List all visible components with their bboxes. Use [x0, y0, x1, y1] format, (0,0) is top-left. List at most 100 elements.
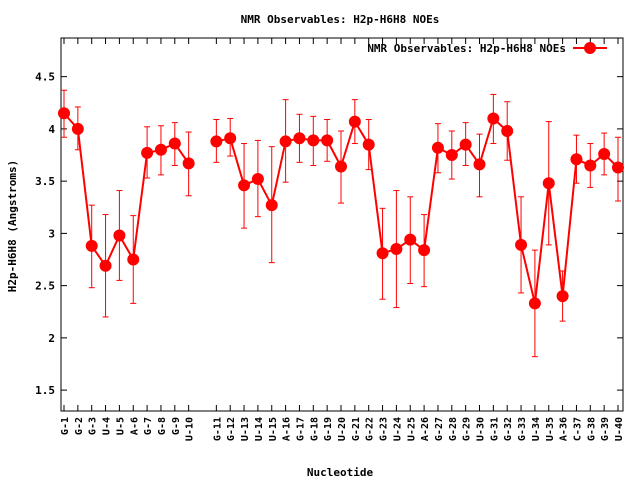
x-tick-label: A-6 [129, 417, 140, 435]
data-point [584, 159, 597, 172]
x-tick-label: G-38 [586, 417, 597, 441]
x-tick-label: G-22 [365, 417, 376, 441]
y-tick-label: 3 [48, 227, 55, 240]
series-line [63, 112, 619, 305]
data-point [265, 199, 278, 212]
y-tick-label: 4 [48, 123, 55, 136]
data-point [335, 160, 347, 173]
x-tick-label: G-18 [309, 417, 320, 441]
data-point [141, 146, 154, 159]
series-points [58, 107, 624, 310]
x-tick-label: G-28 [448, 417, 459, 441]
chart-title: NMR Observables: H2p-H6H8 NOEs [241, 13, 440, 26]
series-line-segment [216, 117, 619, 305]
y-axis-label: H2p-H6H8 (Angstroms) [6, 160, 19, 292]
x-tick-label: G-17 [295, 417, 306, 441]
x-tick-label: A-26 [420, 417, 431, 441]
data-point [390, 243, 403, 256]
data-point [487, 112, 500, 125]
data-point [612, 161, 624, 174]
x-tick-label: G-27 [434, 417, 445, 441]
y-tick-label: 4.5 [35, 71, 55, 84]
data-point [542, 177, 555, 190]
y-axis: 1.5 2 2.5 3 3.5 4 4.5 [35, 71, 623, 397]
data-point [58, 107, 70, 120]
data-point [431, 141, 444, 154]
x-tick-label: U-14 [254, 417, 265, 441]
data-point [182, 157, 195, 170]
data-point [445, 149, 458, 162]
data-point [348, 115, 361, 128]
x-tick-label: G-39 [600, 417, 611, 441]
legend-marker [584, 42, 596, 54]
data-point [251, 173, 264, 186]
x-tick-label: G-23 [379, 417, 390, 441]
x-tick-label: U-10 [185, 417, 196, 441]
x-tick-label: G-2 [74, 417, 85, 435]
x-tick-label: U-40 [614, 417, 625, 441]
x-tick-label: G-8 [157, 417, 168, 435]
y-tick-label: 2.5 [35, 280, 55, 293]
x-tick-label: G-31 [489, 417, 500, 441]
y-tick-label: 1.5 [35, 384, 55, 397]
data-point [238, 179, 251, 192]
x-tick-label: G-1 [60, 417, 71, 435]
x-tick-label: U-25 [406, 417, 417, 441]
data-point [224, 132, 237, 145]
data-point [598, 147, 611, 160]
x-tick-label: G-3 [88, 417, 99, 435]
x-tick-label: U-5 [115, 417, 126, 435]
x-tick-label: G-7 [143, 417, 154, 435]
x-tick-label: G-11 [212, 417, 223, 441]
data-point [279, 135, 292, 148]
data-point [473, 158, 486, 171]
data-point [168, 137, 181, 150]
plot-frame [60, 37, 624, 412]
data-point [528, 297, 541, 310]
data-point [321, 134, 334, 147]
data-point [556, 290, 569, 303]
y-tick-label: 3.5 [35, 175, 55, 188]
data-point [362, 138, 375, 151]
data-point [459, 138, 472, 151]
x-tick-label: G-9 [171, 417, 182, 435]
x-tick-label: A-16 [282, 417, 293, 441]
x-tick-label: U-4 [102, 417, 113, 435]
data-point [113, 229, 126, 242]
data-point [376, 247, 389, 260]
data-point [210, 135, 223, 148]
x-tick-label: U-15 [268, 417, 279, 441]
data-point [307, 134, 320, 147]
data-point [570, 153, 583, 166]
x-tick-label: U-35 [545, 417, 556, 441]
error-bars [61, 89, 621, 358]
x-tick-label: G-12 [226, 417, 237, 441]
x-tick-label: G-32 [503, 417, 514, 441]
x-tick-label: G-29 [462, 417, 473, 441]
data-point [515, 238, 528, 251]
x-tick-label: G-21 [351, 417, 362, 441]
data-point [293, 132, 306, 145]
x-axis: G-1 G-2 G-3 U-4 U-5 A-6 G-7 G-8 G-9 U-10 G-11 G-12 U… [60, 38, 625, 441]
data-point [501, 124, 514, 137]
data-point [418, 244, 431, 257]
x-tick-label: U-30 [476, 417, 487, 441]
x-tick-label: U-34 [531, 417, 542, 441]
data-point [99, 259, 112, 272]
x-tick-label: U-24 [392, 417, 403, 441]
data-point [404, 233, 417, 246]
x-tick-label: A-36 [559, 417, 570, 441]
data-point [71, 122, 84, 135]
y-tick-label: 2 [48, 332, 55, 345]
x-tick-label: U-13 [240, 417, 251, 441]
x-tick-label: G-19 [323, 417, 334, 441]
series-line-segment [63, 112, 190, 267]
data-point [127, 253, 140, 266]
legend: NMR Observables: H2p-H6H8 NOEs [367, 42, 607, 55]
data-point [85, 239, 98, 252]
x-tick-label: G-33 [517, 417, 528, 441]
legend-label: NMR Observables: H2p-H6H8 NOEs [367, 42, 566, 55]
data-point [154, 143, 167, 156]
x-tick-label: C-37 [572, 417, 583, 441]
